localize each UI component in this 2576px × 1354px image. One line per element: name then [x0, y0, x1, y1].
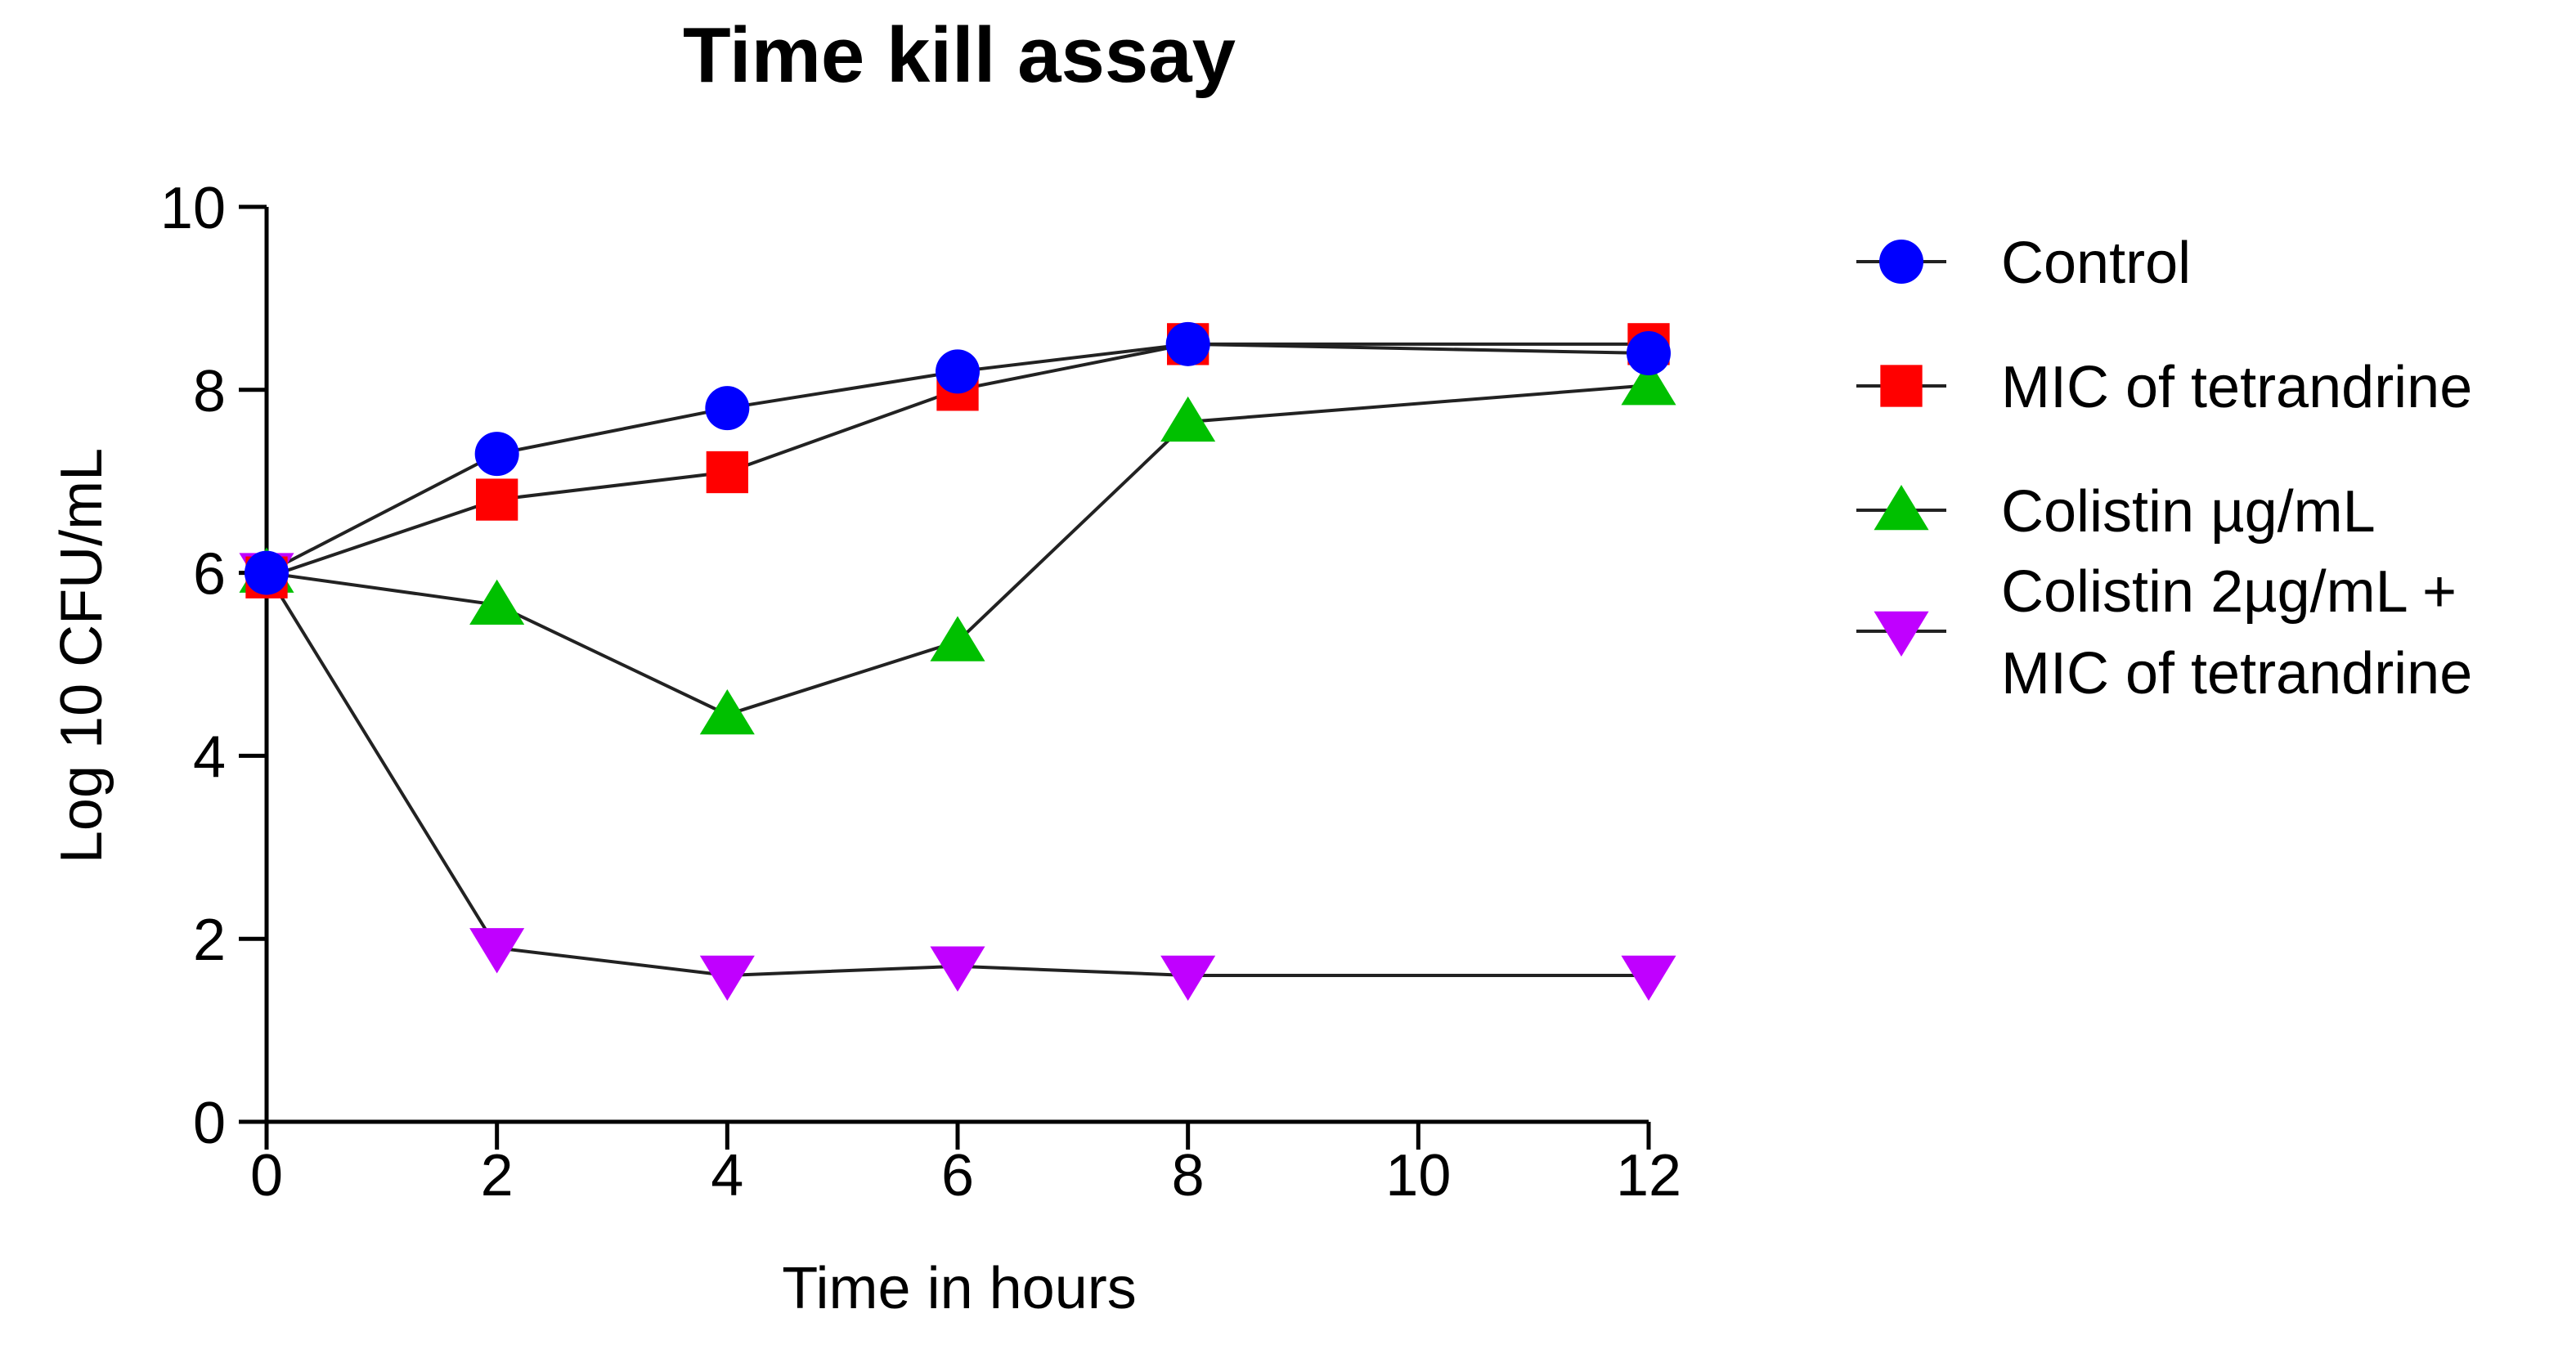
series-line-0: [266, 342, 1649, 575]
legend-item: Colistin 2µg/mL + MIC of tetrandrine: [1856, 559, 2472, 706]
y-axis-label: Log 10 CFU/mL: [49, 448, 114, 863]
legend-label: MIC of tetrandrine: [2001, 355, 2472, 420]
legend-marker: [1879, 240, 1923, 284]
legend-label: MIC of tetrandrine: [2001, 641, 2472, 706]
legend-marker: [1874, 484, 1929, 531]
legend-label: Control: [2001, 231, 2191, 296]
axes: 0 2 4 6 8 10 12 0 2 4 6 8 10: [160, 176, 1681, 1208]
legend-label: Colistin µg/mL: [2001, 479, 2376, 545]
data-point-series-3: [1621, 955, 1676, 1002]
data-point-series-2: [1621, 360, 1676, 406]
chart-title: Time kill assay: [683, 11, 1236, 99]
data-point-series-3: [1160, 955, 1216, 1002]
legend-label: Colistin 2µg/mL +: [2001, 559, 2457, 625]
legend-marker: [1874, 611, 1929, 657]
data-point-series-2: [1160, 396, 1216, 442]
y-tick-label: 8: [193, 359, 226, 424]
data-point-series-2: [930, 616, 985, 661]
data-point-series-1: [476, 478, 518, 521]
series-line-2: [266, 383, 1649, 717]
data-point-series-0: [1165, 321, 1210, 366]
legend-item: MIC of tetrandrine: [1856, 355, 2472, 420]
legend: Control MIC of tetrandrine Colistin µg/mL C…: [1856, 231, 2472, 706]
series-markers: [239, 321, 1676, 1002]
y-tick-label: 10: [160, 176, 226, 241]
x-tick-label: 8: [1172, 1143, 1205, 1208]
legend-item: Control: [1856, 231, 2191, 296]
x-tick-label: 10: [1385, 1143, 1451, 1208]
data-point-series-3: [469, 928, 525, 974]
series-lines: [265, 342, 1649, 977]
y-tick-label: 2: [193, 908, 226, 973]
data-point-series-0: [1627, 331, 1671, 376]
y-tick-label: 0: [193, 1091, 226, 1156]
x-tick-label: 2: [481, 1143, 514, 1208]
x-tick-label: 12: [1616, 1143, 1681, 1208]
data-point-series-3: [930, 946, 985, 992]
data-point-series-0: [245, 550, 289, 595]
series-line-3: [265, 572, 1649, 977]
legend-marker: [1880, 365, 1923, 407]
legend-item: Colistin µg/mL: [1856, 479, 2376, 545]
data-point-series-2: [699, 688, 755, 735]
x-tick-label: 6: [941, 1143, 974, 1208]
data-point-series-3: [699, 955, 755, 1002]
y-tick-label: 4: [193, 724, 226, 790]
data-point-series-1: [706, 451, 748, 494]
x-tick-label: 4: [711, 1143, 743, 1208]
data-point-series-0: [474, 432, 519, 477]
data-point-series-0: [936, 349, 980, 394]
x-axis-label: Time in hours: [782, 1256, 1136, 1321]
data-point-series-2: [469, 579, 525, 625]
y-tick-label: 6: [193, 542, 226, 608]
x-tick-label: 0: [250, 1143, 283, 1208]
data-point-series-0: [705, 386, 750, 431]
